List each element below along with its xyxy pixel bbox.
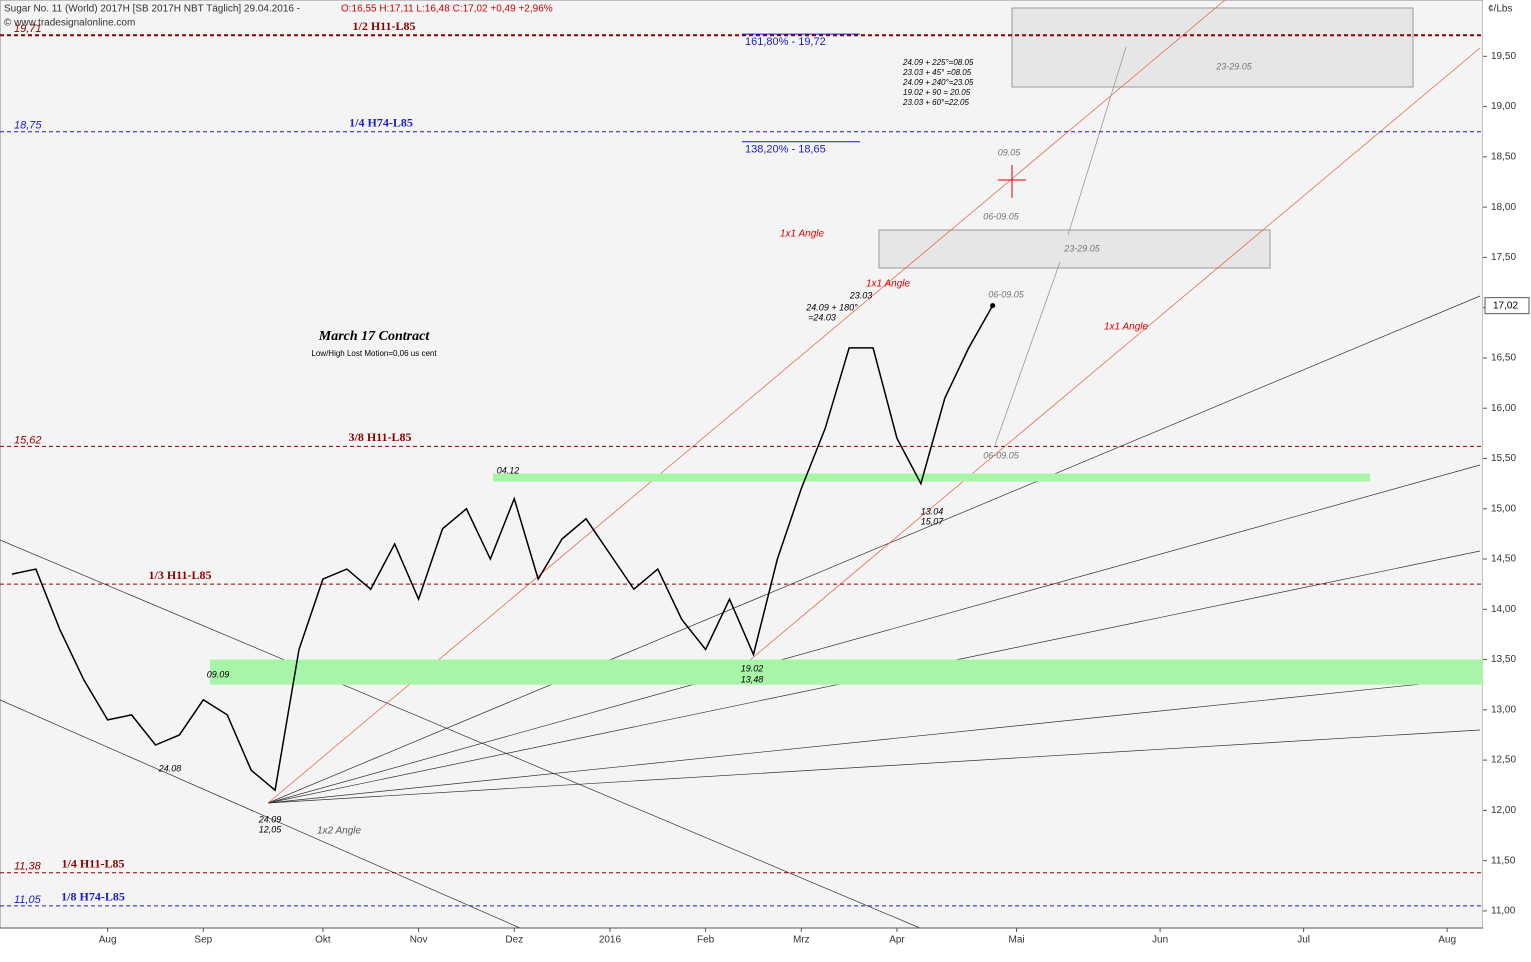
x-tick-label: Feb [697, 935, 715, 946]
x-tick-label: 2016 [599, 935, 622, 946]
fan-lines [0, 295, 1481, 929]
price-line [11, 305, 994, 792]
y-tick-label: 15,00 [1491, 503, 1516, 514]
target-cross [998, 165, 1026, 198]
x-tick-label: Okt [315, 935, 331, 946]
annotation: 13,48 [741, 674, 764, 684]
y-tick-label: 18,00 [1491, 202, 1516, 213]
y-axis-area [1483, 0, 1531, 928]
y-tick-label: 16,50 [1491, 353, 1516, 364]
annotation: Low/High Lost Motion=0,06 us cent [311, 349, 437, 358]
level-name: 1/4 H74-L85 [349, 115, 413, 129]
x-tick-label: Apr [889, 935, 905, 946]
header-ohlc: O:16,55 H:17,11 L:16,48 C:17,02 +0,49 +2… [341, 4, 553, 15]
level-value: 18,75 [14, 120, 42, 132]
x-tick-label: Jul [1297, 935, 1310, 946]
x-tick-label: Aug [1438, 935, 1456, 946]
level-value: 15,62 [14, 434, 42, 446]
annotation: 24.09 + 240°=23.05 [902, 78, 974, 87]
x-tick-label: Nov [410, 935, 428, 946]
price-label: 17,02 [1493, 300, 1518, 311]
copyright: © www.tradesignalonline.com [4, 18, 135, 29]
annotation: 23-29.05 [1215, 61, 1253, 71]
y-tick-label: 14,50 [1491, 554, 1516, 565]
y-tick-label: 16,00 [1491, 403, 1516, 414]
level-value: 11,05 [14, 894, 42, 906]
annotation: 06-09.05 [988, 289, 1025, 299]
y-tick-label: 13,50 [1491, 654, 1516, 665]
annotation: 19.02 [741, 663, 764, 673]
x-tick-label: Aug [99, 935, 117, 946]
target-box [878, 229, 1271, 269]
annotation: 04.12 [497, 465, 520, 475]
annotation: 13.04 [921, 506, 944, 516]
y-tick-label: 17,50 [1491, 252, 1516, 263]
y-tick-label: 15,50 [1491, 453, 1516, 464]
level-value: 11,38 [14, 861, 42, 873]
y-tick-label: 11,50 [1491, 855, 1516, 866]
level-name: 3/8 H11-L85 [348, 430, 411, 444]
y-tick-label: 12,00 [1491, 805, 1516, 816]
annotation: 23-29.05 [1063, 243, 1101, 253]
y-tick-label: 11,00 [1491, 906, 1516, 917]
x-tick-label: Mai [1009, 935, 1025, 946]
annotation: 06-09.05 [983, 450, 1020, 460]
annotation: 23.03 + 45° =08.05 [902, 68, 972, 77]
annotation: 09.09 [207, 669, 230, 679]
price-box [1484, 297, 1530, 315]
level-name: 1/4 H11-L85 [61, 856, 124, 870]
x-tick-label: Mrz [793, 935, 810, 946]
annotation: 24.09 [258, 814, 282, 824]
y-tick-label: 14,00 [1491, 604, 1516, 615]
arrows [994, 46, 1127, 446]
annotation: 1x1 Angle [866, 279, 911, 290]
x-tick-label: Sep [194, 935, 212, 946]
x-tick-label: Dez [505, 935, 523, 946]
annotation: 23.03 [849, 290, 873, 300]
annotation: 15,07 [921, 516, 945, 526]
plot-area [0, 0, 1484, 929]
support-zone [210, 659, 1483, 685]
annotation: =24.03 [808, 312, 836, 322]
level-name: 1/3 H11-L85 [148, 568, 211, 582]
annotation: March 17 Contract [318, 329, 431, 344]
y-tick-label: 19,00 [1491, 101, 1516, 112]
annotation: 23.03 + 60°=22.05 [902, 98, 969, 107]
annotation: 24.09 + 225°=08.05 [902, 58, 974, 67]
annotation: 1x1 Angle [780, 229, 825, 240]
annotation: 24.08 [158, 763, 182, 773]
fib-label: 161,80% - 19,72 [745, 36, 826, 48]
x-tick-label: Jun [1152, 935, 1168, 946]
level-name: 1/8 H74-L85 [61, 890, 125, 904]
annotation: 24.09 + 180° [805, 302, 858, 312]
annotation: 06-09.05 [983, 211, 1020, 221]
annotation: 1x2 Angle [317, 826, 362, 837]
level-value: 19,71 [14, 23, 42, 35]
annotation: 1x1 Angle [1104, 322, 1149, 333]
y-tick-label: 19,50 [1491, 51, 1516, 62]
y-tick-label: 18,50 [1491, 151, 1516, 162]
unit: ¢/Lbs [1488, 4, 1512, 15]
support-zone [493, 473, 1370, 482]
annotation: 19.02 + 90 = 20.05 [903, 88, 971, 97]
level-name: 1/2 H11-L85 [352, 19, 415, 33]
y-tick-label: 13,00 [1491, 704, 1516, 715]
annotation: 09.05 [998, 147, 1022, 157]
last-price-point [990, 303, 996, 309]
header-title: Sugar No. 11 (World) 2017H [SB 2017H NBT… [4, 4, 300, 15]
annotation: 12,05 [259, 824, 283, 834]
y-tick-label: 12,50 [1491, 755, 1516, 766]
target-box [1011, 7, 1414, 88]
fib-label: 138,20% - 18,65 [745, 144, 826, 156]
